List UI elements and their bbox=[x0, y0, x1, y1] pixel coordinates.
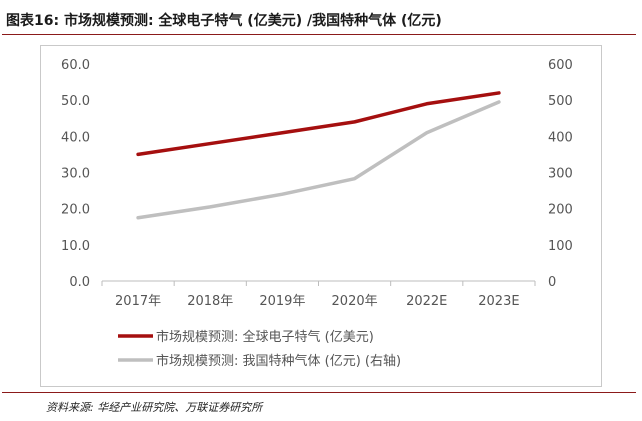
y-left-tick-label: 40.0 bbox=[61, 130, 90, 145]
y-right-tick-label: 200 bbox=[548, 203, 573, 218]
chart-frame bbox=[40, 45, 602, 387]
legend-label-special-gas: 市场规模预测: 我国特种气体 (亿元) (右轴) bbox=[156, 353, 401, 369]
x-tick-label: 2023E bbox=[478, 294, 519, 309]
figure-title: 图表16: 市场规模预测: 全球电子特气 (亿美元) /我国特种气体 (亿元) bbox=[6, 13, 442, 29]
y-left-tick-label: 20.0 bbox=[61, 203, 90, 218]
y-right-tick-label: 400 bbox=[548, 130, 573, 145]
x-tick-label: 2020年 bbox=[332, 294, 378, 309]
y-left-tick-label: 30.0 bbox=[61, 167, 90, 182]
y-left-tick-label: 60.0 bbox=[61, 58, 90, 73]
y-left-tick-label: 50.0 bbox=[61, 94, 90, 109]
title-bar bbox=[2, 0, 636, 35]
x-tick-label: 2019年 bbox=[259, 294, 305, 309]
source-note: 资料来源: 华经产业研究院、万联证券研究所 bbox=[46, 401, 263, 414]
y-left-tick-label: 10.0 bbox=[61, 239, 90, 254]
legend-label-electronic-gas: 市场规模预测: 全球电子特气 (亿美元) bbox=[156, 329, 374, 345]
x-tick-label: 2022E bbox=[406, 294, 447, 309]
x-tick-label: 2017年 bbox=[115, 294, 161, 309]
y-right-tick-label: 300 bbox=[548, 167, 573, 182]
y-right-tick-label: 600 bbox=[548, 58, 573, 73]
series-line-electronic-gas bbox=[136, 91, 501, 157]
source-divider bbox=[2, 392, 636, 393]
y-left-tick-label: 0.0 bbox=[69, 275, 90, 290]
y-right-tick-label: 0 bbox=[548, 275, 556, 290]
x-tick-label: 2018年 bbox=[187, 294, 233, 309]
series-line-special-gas bbox=[136, 100, 501, 220]
y-right-tick-label: 100 bbox=[548, 239, 573, 254]
y-right-tick-label: 500 bbox=[548, 94, 573, 109]
